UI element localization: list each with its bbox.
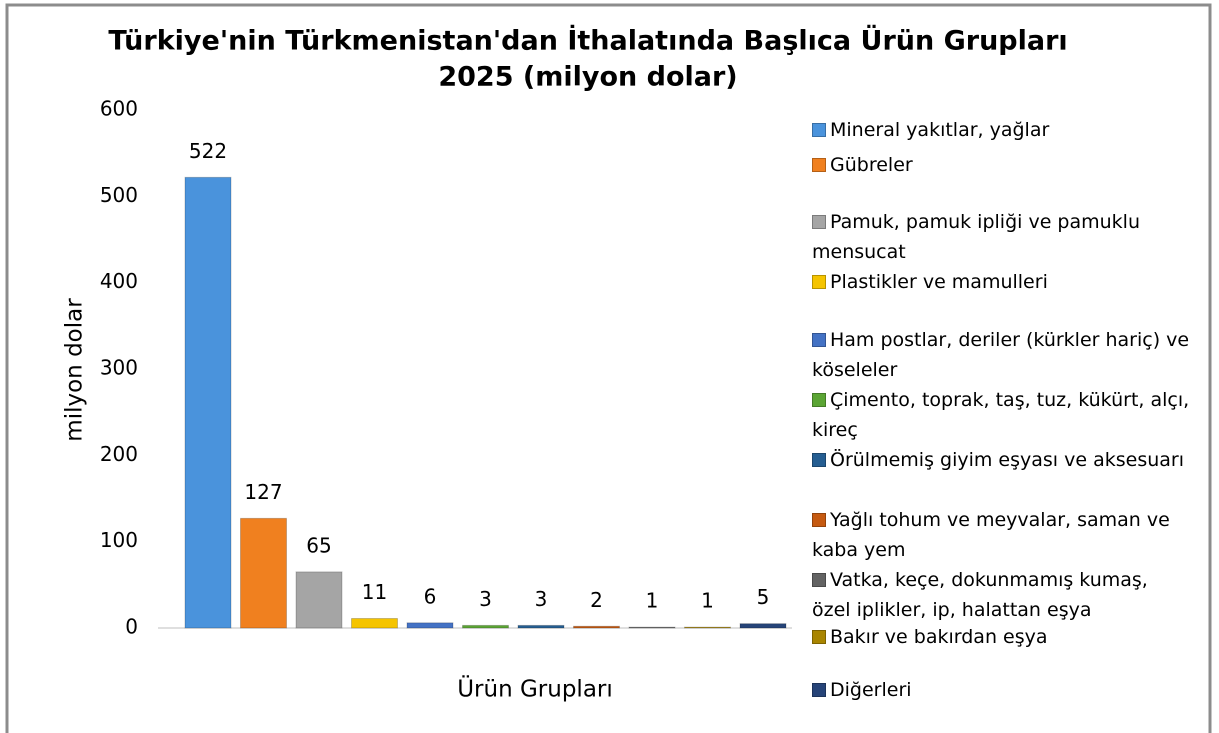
legend-label: Örülmemiş giyim eşyası ve aksesuarı [830, 449, 1184, 471]
chart-title: Türkiye'nin Türkmenistan'dan İthalatında… [108, 24, 1067, 57]
legend-label: Ham postlar, deriler (kürkler hariç) ve … [812, 329, 1190, 381]
value-label: 127 [244, 480, 282, 504]
bar [462, 624, 509, 629]
value-label: 6 [424, 584, 437, 608]
y-tick-label: 300 [100, 356, 138, 380]
legend-entry: Mineral yakıtlar, yağlar [812, 115, 1192, 145]
value-label: 11 [362, 580, 387, 604]
bar [240, 517, 287, 629]
bar [739, 623, 787, 629]
legend-entry: Bakır ve bakırdan eşya [812, 622, 1192, 652]
legend-entry: Örülmemiş giyim eşyası ve aksesuarı [812, 445, 1192, 475]
legend-swatch [812, 275, 826, 289]
bar [684, 626, 731, 629]
legend-entry: Pamuk, pamuk ipliği ve pamuklu mensucat [812, 207, 1192, 267]
legend-swatch [812, 333, 826, 347]
legend-swatch [812, 573, 826, 587]
legend-swatch [812, 683, 826, 697]
y-tick-label: 500 [100, 183, 138, 207]
legend-label: Yağlı tohum ve meyvalar, saman ve kaba y… [812, 509, 1170, 561]
legend-label: Çimento, toprak, taş, tuz, kükürt, alçı,… [812, 389, 1190, 441]
legend-swatch [812, 123, 826, 137]
legend-label: Vatka, keçe, dokunmamış kumaş, özel ipli… [812, 569, 1148, 621]
legend-swatch [812, 158, 826, 172]
legend-swatch [812, 453, 826, 467]
value-label: 1 [646, 589, 659, 613]
legend-entry: Vatka, keçe, dokunmamış kumaş, özel ipli… [812, 565, 1192, 625]
legend-swatch [812, 393, 826, 407]
value-label: 5 [757, 585, 770, 609]
y-tick-label: 200 [100, 442, 138, 466]
bar [184, 176, 232, 629]
bar [351, 618, 398, 629]
value-label: 3 [535, 587, 548, 611]
legend-label: Plastikler ve mamulleri [830, 271, 1048, 293]
legend-label: Diğerleri [830, 679, 912, 701]
bar [517, 624, 565, 629]
value-label: 65 [306, 533, 331, 557]
bar [295, 571, 343, 629]
chart-title: 2025 (milyon dolar) [438, 62, 737, 93]
y-axis-label: milyon dolar [62, 298, 88, 442]
value-label: 3 [479, 587, 492, 611]
value-label: 1 [701, 589, 714, 613]
legend-label: Bakır ve bakırdan eşya [830, 626, 1048, 648]
legend-label: Mineral yakıtlar, yağlar [830, 119, 1050, 141]
y-tick-label: 100 [100, 528, 138, 552]
legend-entry: Çimento, toprak, taş, tuz, kükürt, alçı,… [812, 385, 1192, 445]
bar [406, 622, 454, 629]
value-label: 2 [590, 588, 603, 612]
legend-label: Gübreler [830, 154, 913, 176]
bar [573, 625, 620, 629]
legend-label: Pamuk, pamuk ipliği ve pamuklu mensucat [812, 211, 1141, 263]
y-tick-label: 0 [125, 615, 138, 639]
bar [628, 626, 676, 629]
legend-swatch [812, 630, 826, 644]
legend-swatch [812, 513, 826, 527]
frame [5, 3, 1212, 733]
legend-swatch [812, 215, 826, 229]
y-tick-label: 400 [100, 269, 138, 293]
y-tick-label: 600 [100, 97, 138, 121]
x-axis-label: Ürün Grupları [457, 675, 613, 703]
legend-entry: Ham postlar, deriler (kürkler hariç) ve … [812, 325, 1192, 385]
value-label: 522 [189, 139, 227, 163]
legend-entry: Plastikler ve mamulleri [812, 267, 1192, 297]
legend-entry: Diğerleri [812, 675, 1192, 705]
legend-entry: Gübreler [812, 150, 1192, 180]
legend-entry: Yağlı tohum ve meyvalar, saman ve kaba y… [812, 505, 1192, 565]
